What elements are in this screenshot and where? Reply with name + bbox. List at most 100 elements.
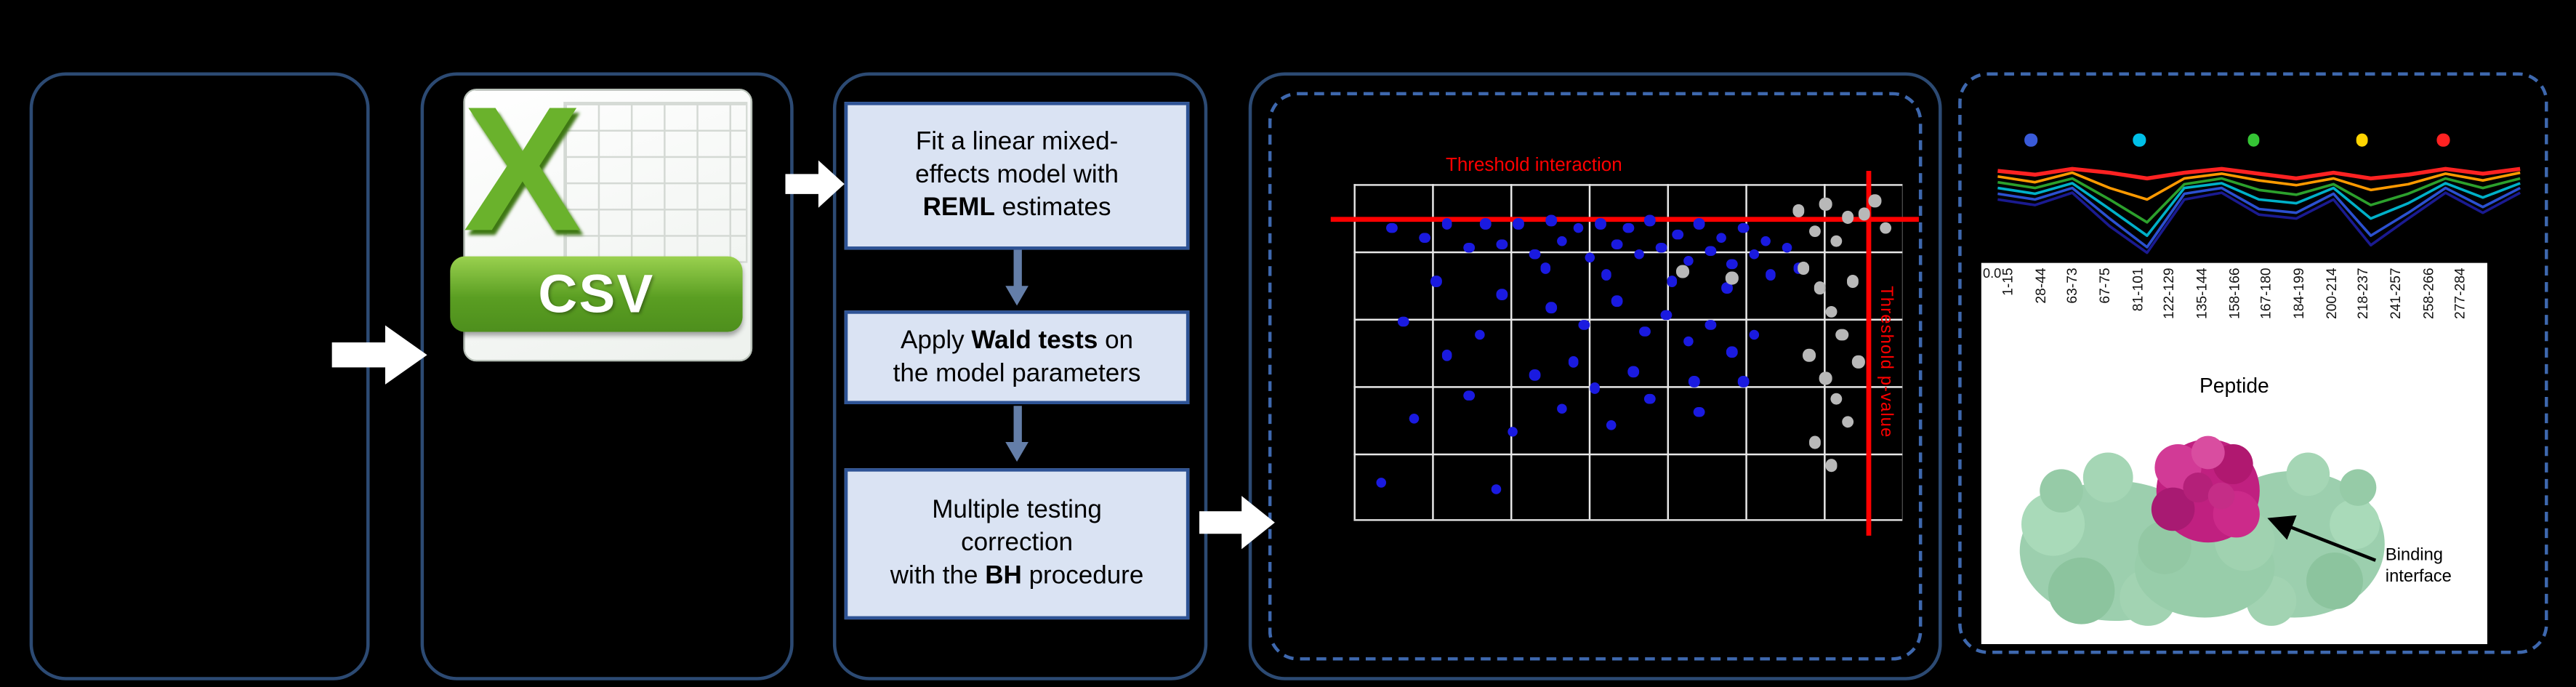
- uptake-line-red: [1997, 166, 2521, 181]
- gray-scatter-point: [1726, 271, 1739, 284]
- blue-scatter-point: [1661, 309, 1673, 321]
- threshold-interaction-label: Threshold interaction: [1445, 156, 1622, 176]
- blue-scatter-point: [1496, 238, 1508, 250]
- gray-scatter-point: [1841, 416, 1854, 428]
- gray-scatter-point: [1830, 392, 1843, 405]
- step-text: correction: [961, 529, 1073, 558]
- blue-scatter-point: [1463, 242, 1475, 254]
- peptide-tick-label: 63-73: [2064, 268, 2081, 304]
- blue-scatter-point: [1694, 219, 1705, 230]
- binding-interface-text: interface: [2385, 566, 2452, 586]
- blue-scatter-point: [1529, 249, 1540, 260]
- gray-scatter-point: [1830, 235, 1843, 247]
- step-text-bold: BH: [985, 561, 1022, 590]
- blue-scatter-point: [1595, 219, 1606, 230]
- condition-marker-dot: [2247, 133, 2260, 146]
- condition-marker-dot: [2133, 133, 2146, 146]
- blue-scatter-point: [1480, 219, 1491, 230]
- blue-scatter-point: [1545, 302, 1557, 314]
- blue-scatter-point: [1496, 289, 1508, 300]
- binding-interface-label: Binding interface: [2386, 545, 2484, 587]
- peptide-tick-label: 218-237: [2354, 268, 2372, 319]
- gray-scatter-point: [1803, 348, 1816, 361]
- blue-scatter-point: [1765, 269, 1776, 280]
- gray-scatter-point: [1819, 372, 1832, 385]
- gray-scatter-point: [1846, 275, 1859, 288]
- binding-interface-arrow-icon: [2267, 515, 2377, 562]
- condition-marker-dot: [2025, 133, 2037, 146]
- binding-interface-region: [2151, 435, 2260, 543]
- blue-scatter-point: [1409, 413, 1420, 425]
- blue-scatter-point: [1441, 219, 1453, 230]
- blue-scatter-point: [1386, 222, 1398, 233]
- threshold-pvalue-label: Threshold p-value: [1876, 286, 1896, 438]
- blue-scatter-point: [1726, 259, 1738, 270]
- step-down-arrow-2-icon: [1005, 406, 1029, 465]
- blue-scatter-point: [1721, 282, 1733, 294]
- blue-scatter-point: [1655, 242, 1667, 254]
- step-text: procedure: [1021, 561, 1144, 590]
- peptide-axis: 1-15 28-44 63-73 67-75 81-101 122-129 135-144 1…: [1999, 268, 2468, 373]
- csv-label: CSV: [538, 262, 655, 324]
- blue-scatter-point: [1628, 366, 1639, 377]
- step-text-line: Apply Wald tests on: [848, 325, 1186, 358]
- blue-scatter-point: [1420, 232, 1430, 244]
- panel-results-dashed-frame: [1958, 72, 2548, 654]
- condition-marker-dot: [2436, 133, 2450, 146]
- threshold-interaction-line: [1330, 217, 1919, 222]
- blue-scatter-point: [1611, 238, 1623, 250]
- step-reml-box: Fit a linear mixed- effects model with R…: [844, 102, 1190, 250]
- peptide-tick-label: 277-284: [2452, 268, 2468, 319]
- step-text-line: with the BH procedure: [848, 561, 1186, 593]
- blue-scatter-point: [1622, 222, 1634, 233]
- gray-scatter-point: [1880, 221, 1893, 234]
- blue-scatter-point: [1463, 390, 1475, 401]
- peptide-tick-label: 158-166: [2225, 268, 2242, 319]
- peptide-tick-label: 135-144: [2193, 268, 2210, 319]
- blue-scatter-point: [1644, 393, 1656, 404]
- gray-scatter-point: [1819, 198, 1832, 211]
- blue-scatter-point: [1540, 262, 1551, 273]
- gray-scatter-point: [1852, 355, 1865, 368]
- uptake-line-chart: [1997, 166, 2521, 254]
- gray-scatter-point: [1808, 225, 1821, 238]
- blue-scatter-point: [1672, 228, 1683, 240]
- blue-scatter-point: [1573, 222, 1585, 233]
- blue-scatter-point: [1430, 276, 1441, 287]
- peptide-tick-label: 258-266: [2419, 268, 2436, 319]
- step-text: with the: [890, 561, 986, 590]
- uptake-line-navy: [1997, 191, 2521, 254]
- csv-file-icon: X CSV: [447, 80, 756, 378]
- step-bh-box: Multiple testing correction with the BH …: [844, 468, 1190, 620]
- peptide-axis-title: Peptide: [2199, 374, 2269, 398]
- gray-scatter-point: [1808, 435, 1821, 449]
- volcano-dashed-frame: [1268, 92, 1923, 661]
- peptide-tick-label: 167-180: [2258, 268, 2274, 319]
- step-text: Fit a linear mixed-: [915, 128, 1119, 157]
- blue-scatter-point: [1639, 326, 1650, 337]
- blue-scatter-point: [1601, 269, 1611, 280]
- step-text: Apply: [901, 326, 972, 355]
- step-text-line: Multiple testing: [848, 495, 1186, 528]
- blue-scatter-point: [1513, 219, 1524, 230]
- blue-scatter-point: [1760, 236, 1771, 246]
- blue-scatter-point: [1633, 249, 1645, 260]
- blue-scatter-point: [1556, 236, 1568, 246]
- gray-scatter-point: [1824, 459, 1838, 472]
- blue-scatter-point: [1529, 369, 1540, 381]
- blue-scatter-point: [1666, 276, 1678, 287]
- blue-scatter-point: [1474, 329, 1486, 340]
- csv-banner: CSV: [450, 256, 743, 332]
- step-text-bold: Wald tests: [971, 326, 1098, 355]
- gray-scatter-point: [1841, 211, 1854, 224]
- gray-scatter-point: [1824, 305, 1838, 318]
- peptide-tick-label: 67-75: [2096, 268, 2113, 304]
- blue-scatter-point: [1556, 403, 1568, 414]
- step-text-line: the model parameters: [848, 358, 1186, 390]
- blue-scatter-point: [1694, 406, 1705, 418]
- gray-scatter-point: [1814, 281, 1827, 294]
- peptide-tick-label: 1-15: [1999, 268, 2016, 296]
- step-text: on: [1098, 326, 1134, 355]
- step-text-bold: REML: [922, 193, 995, 222]
